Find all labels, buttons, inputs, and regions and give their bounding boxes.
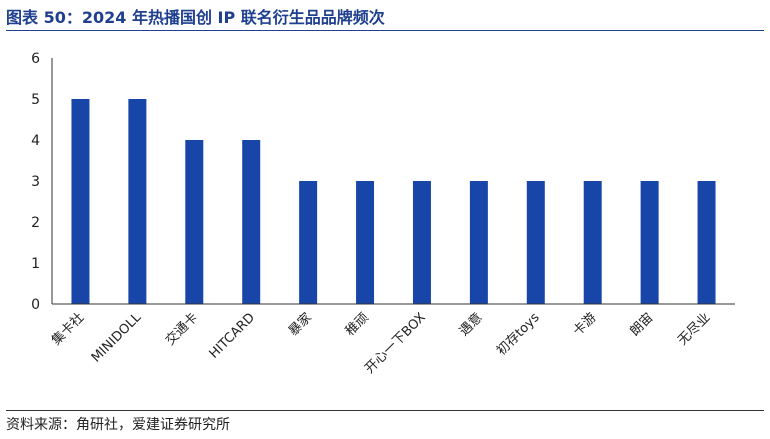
source-note: 资料来源：角研社，爱建证券研究所: [6, 417, 230, 433]
y-tick-label: 1: [31, 256, 40, 272]
bar: [299, 181, 318, 304]
bar: [640, 181, 659, 304]
bar: [242, 140, 261, 304]
y-tick-label: 0: [31, 297, 40, 313]
x-tick-label: 初存toys: [494, 310, 543, 359]
y-tick-label: 4: [31, 133, 40, 149]
y-tick-label: 5: [31, 92, 40, 108]
x-tick-label: MINIDOLL: [89, 310, 145, 366]
bar: [128, 99, 147, 304]
bar: [185, 140, 204, 304]
bar: [526, 181, 545, 304]
bar: [356, 181, 375, 304]
x-tick-label: HITCARD: [207, 310, 258, 361]
x-tick-label: 暴家: [285, 310, 315, 340]
x-tick-label: 遇意: [456, 310, 486, 340]
title-divider: [6, 30, 764, 31]
x-tick-label: 无尽业: [675, 310, 713, 348]
y-axis: 0 1 2 3 4 5 6: [31, 51, 53, 313]
bars: [71, 99, 716, 304]
x-tick-label: 交通卡: [162, 310, 201, 349]
bar: [469, 181, 488, 304]
bar: [583, 181, 602, 304]
x-tick-label: 朗宙: [627, 310, 656, 339]
y-tick-label: 2: [31, 215, 40, 231]
bar: [412, 181, 431, 304]
bar: [71, 99, 90, 304]
bar-chart: 0 1 2 3 4 5 6 集卡社 MINIDOLL 交通卡 HITCARD 暴家 稚顽开心一下BOX…: [31, 51, 735, 377]
x-tick-label: 集卡社: [48, 310, 87, 349]
y-tick-label: 6: [31, 51, 40, 67]
bar: [697, 181, 716, 304]
source-divider: [6, 410, 764, 411]
chart-title: 图表 50：2024 年热播国创 IP 联名衍生品品牌频次: [6, 8, 385, 27]
x-tick-label: 开心一下BOX: [362, 310, 429, 377]
x-tick-label: 卡游: [571, 310, 600, 339]
x-tick-label: 稚顽: [343, 310, 372, 339]
y-tick-label: 3: [31, 174, 40, 190]
